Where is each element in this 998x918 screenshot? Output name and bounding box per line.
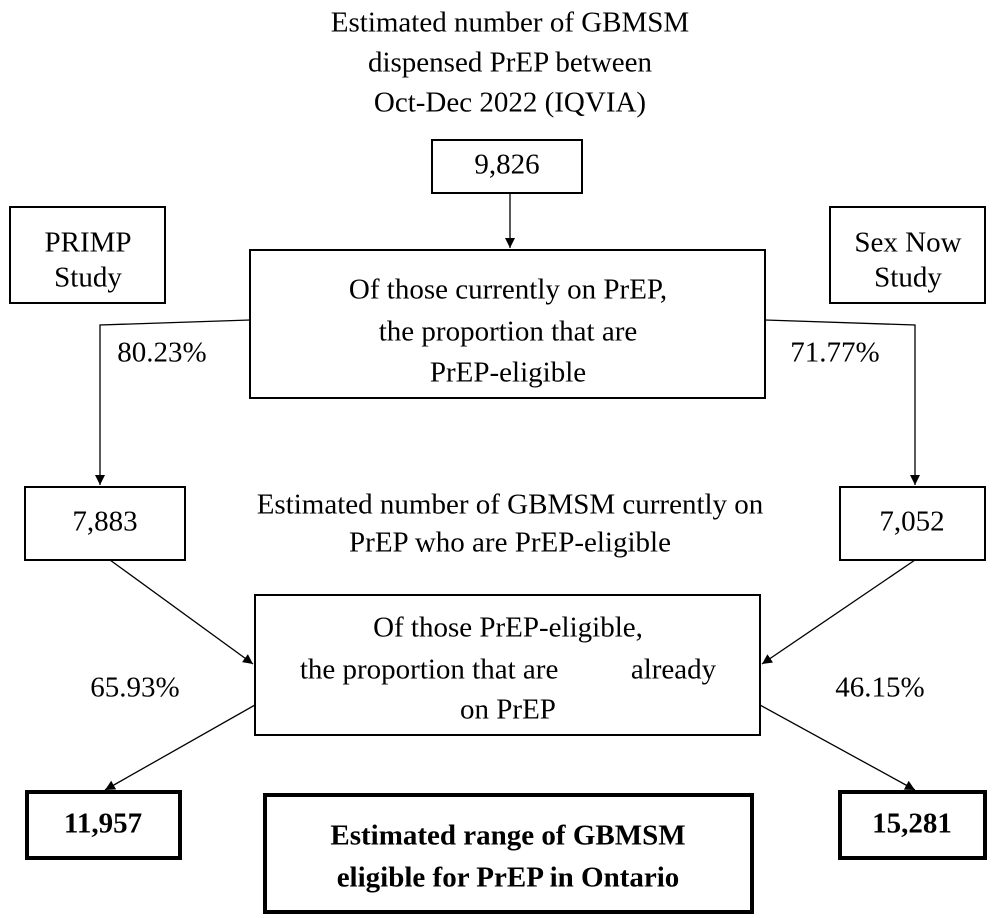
result-box <box>263 793 754 914</box>
result-label: 15,281 <box>872 808 952 840</box>
node-label: 7,052 <box>879 506 944 538</box>
header-line: Oct-Dec 2022 (IQVIA) <box>374 87 646 119</box>
arrow <box>104 704 256 791</box>
node-label: on PrEP <box>460 694 556 726</box>
node-label: PrEP-eligible <box>430 357 586 389</box>
node-box <box>431 139 583 194</box>
node-label: PrEP who are PrEP-eligible <box>349 527 671 559</box>
node-box <box>829 206 986 304</box>
rate-label: 46.15% <box>835 672 924 704</box>
arrow <box>764 319 920 485</box>
node-label: Of those currently on PrEP, <box>349 274 667 306</box>
node-label: 7,883 <box>72 506 137 538</box>
arrow <box>759 704 916 791</box>
rate-label: 65.93% <box>90 672 179 704</box>
result-label: Estimated range of GBMSM <box>330 820 685 852</box>
result-label: eligible for PrEP in Ontario <box>337 862 680 894</box>
node-label: Study <box>54 262 122 294</box>
node-label: Study <box>874 262 942 294</box>
node-box <box>839 486 986 561</box>
node-label: 9,826 <box>474 149 539 181</box>
node-label: the proportion that are already <box>300 654 717 686</box>
header-line: dispensed PrEP between <box>368 47 653 79</box>
result-box <box>838 790 987 860</box>
arrow <box>95 319 251 485</box>
rate-label: 80.23% <box>117 337 206 369</box>
result-box <box>25 790 182 860</box>
node-box <box>249 249 766 399</box>
header-line: Estimated number of GBMSM <box>331 7 689 39</box>
node-box <box>9 206 166 304</box>
rate-label: 71.77% <box>790 337 879 369</box>
node-box <box>254 594 761 736</box>
node-label: Estimated number of GBMSM currently on <box>257 489 764 521</box>
result-label: 11,957 <box>64 808 142 840</box>
node-label: Sex Now <box>854 227 961 259</box>
node-label: Of those PrEP-eligible, <box>373 612 643 644</box>
arrow <box>761 559 916 665</box>
node-label: the proportion that are <box>379 316 638 348</box>
node-label: PRIMP <box>44 227 131 259</box>
node-box <box>24 486 186 561</box>
arrow <box>109 559 254 665</box>
